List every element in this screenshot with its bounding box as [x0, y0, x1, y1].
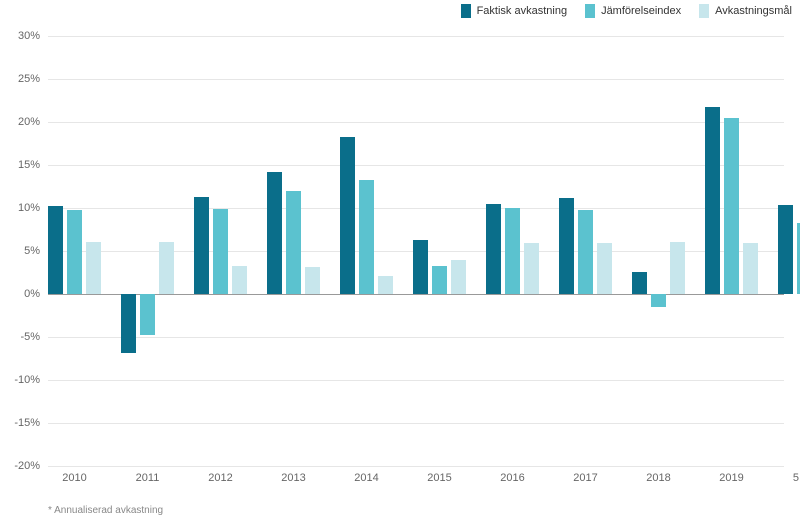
bar — [505, 208, 520, 294]
y-axis-label: 20% — [18, 116, 40, 128]
bar — [140, 294, 155, 335]
footnote: * Annualiserad avkastning — [48, 505, 163, 516]
bar — [48, 206, 63, 294]
y-axis-label: 10% — [18, 202, 40, 214]
legend-item-faktisk: Faktisk avkastning — [461, 4, 567, 18]
gridline — [48, 79, 784, 80]
bar — [743, 243, 758, 294]
bar — [724, 118, 739, 294]
x-axis-label: 5 år* — [793, 472, 800, 484]
bar — [121, 294, 136, 353]
bar — [632, 272, 647, 294]
x-axis-label: 2016 — [500, 472, 524, 484]
bar — [651, 294, 666, 307]
y-axis-label: -20% — [14, 460, 40, 472]
legend-swatch-1 — [585, 4, 595, 18]
legend-swatch-2 — [699, 4, 709, 18]
legend-label-0: Faktisk avkastning — [477, 5, 567, 17]
bar — [305, 267, 320, 294]
bar — [378, 276, 393, 294]
bar — [524, 243, 539, 294]
bar — [432, 266, 447, 294]
zero-line — [48, 294, 784, 295]
bar — [705, 107, 720, 294]
gridline — [48, 466, 784, 467]
gridline — [48, 380, 784, 381]
plot-area: -20%-15%-10%-5%0%5%10%15%20%25%30% — [48, 36, 784, 466]
x-axis-label: 2017 — [573, 472, 597, 484]
bar — [267, 172, 282, 294]
y-axis-label: 5% — [24, 245, 40, 257]
chart-area: -20%-15%-10%-5%0%5%10%15%20%25%30% — [48, 36, 784, 466]
x-axis-label: 2012 — [208, 472, 232, 484]
y-axis-label: 25% — [18, 73, 40, 85]
bar — [486, 204, 501, 294]
bar — [778, 205, 793, 294]
bar — [159, 242, 174, 294]
legend-swatch-0 — [461, 4, 471, 18]
legend-label-1: Jämförelseindex — [601, 5, 681, 17]
gridline — [48, 423, 784, 424]
y-axis-label: -10% — [14, 374, 40, 386]
y-axis-label: 15% — [18, 159, 40, 171]
y-axis-label: 0% — [24, 288, 40, 300]
bar — [578, 210, 593, 294]
x-axis-label: 2019 — [719, 472, 743, 484]
bar — [451, 260, 466, 294]
gridline — [48, 122, 784, 123]
y-axis-label: 30% — [18, 30, 40, 42]
bar — [286, 191, 301, 294]
bar — [670, 242, 685, 294]
bar — [194, 197, 209, 294]
legend-label-2: Avkastningsmål — [715, 5, 792, 17]
gridline — [48, 208, 784, 209]
gridline — [48, 165, 784, 166]
x-axis-label: 2011 — [136, 472, 160, 484]
bar — [86, 242, 101, 294]
bar — [67, 210, 82, 294]
x-axis-label: 2010 — [62, 472, 86, 484]
bar — [232, 266, 247, 294]
x-axis-label: 2014 — [354, 472, 378, 484]
y-axis-label: -15% — [14, 417, 40, 429]
gridline — [48, 36, 784, 37]
x-axis-label: 2015 — [427, 472, 451, 484]
bar — [559, 198, 574, 294]
x-axis-label: 2013 — [281, 472, 305, 484]
bar — [359, 180, 374, 294]
bar — [413, 240, 428, 294]
gridline — [48, 337, 784, 338]
legend: Faktisk avkastning Jämförelseindex Avkas… — [461, 4, 792, 18]
y-axis-label: -5% — [20, 331, 40, 343]
bar — [597, 243, 612, 294]
legend-item-jamforelse: Jämförelseindex — [585, 4, 681, 18]
x-axis-label: 2018 — [646, 472, 670, 484]
bar — [340, 137, 355, 294]
legend-item-avkastningsmal: Avkastningsmål — [699, 4, 792, 18]
bar — [213, 209, 228, 294]
